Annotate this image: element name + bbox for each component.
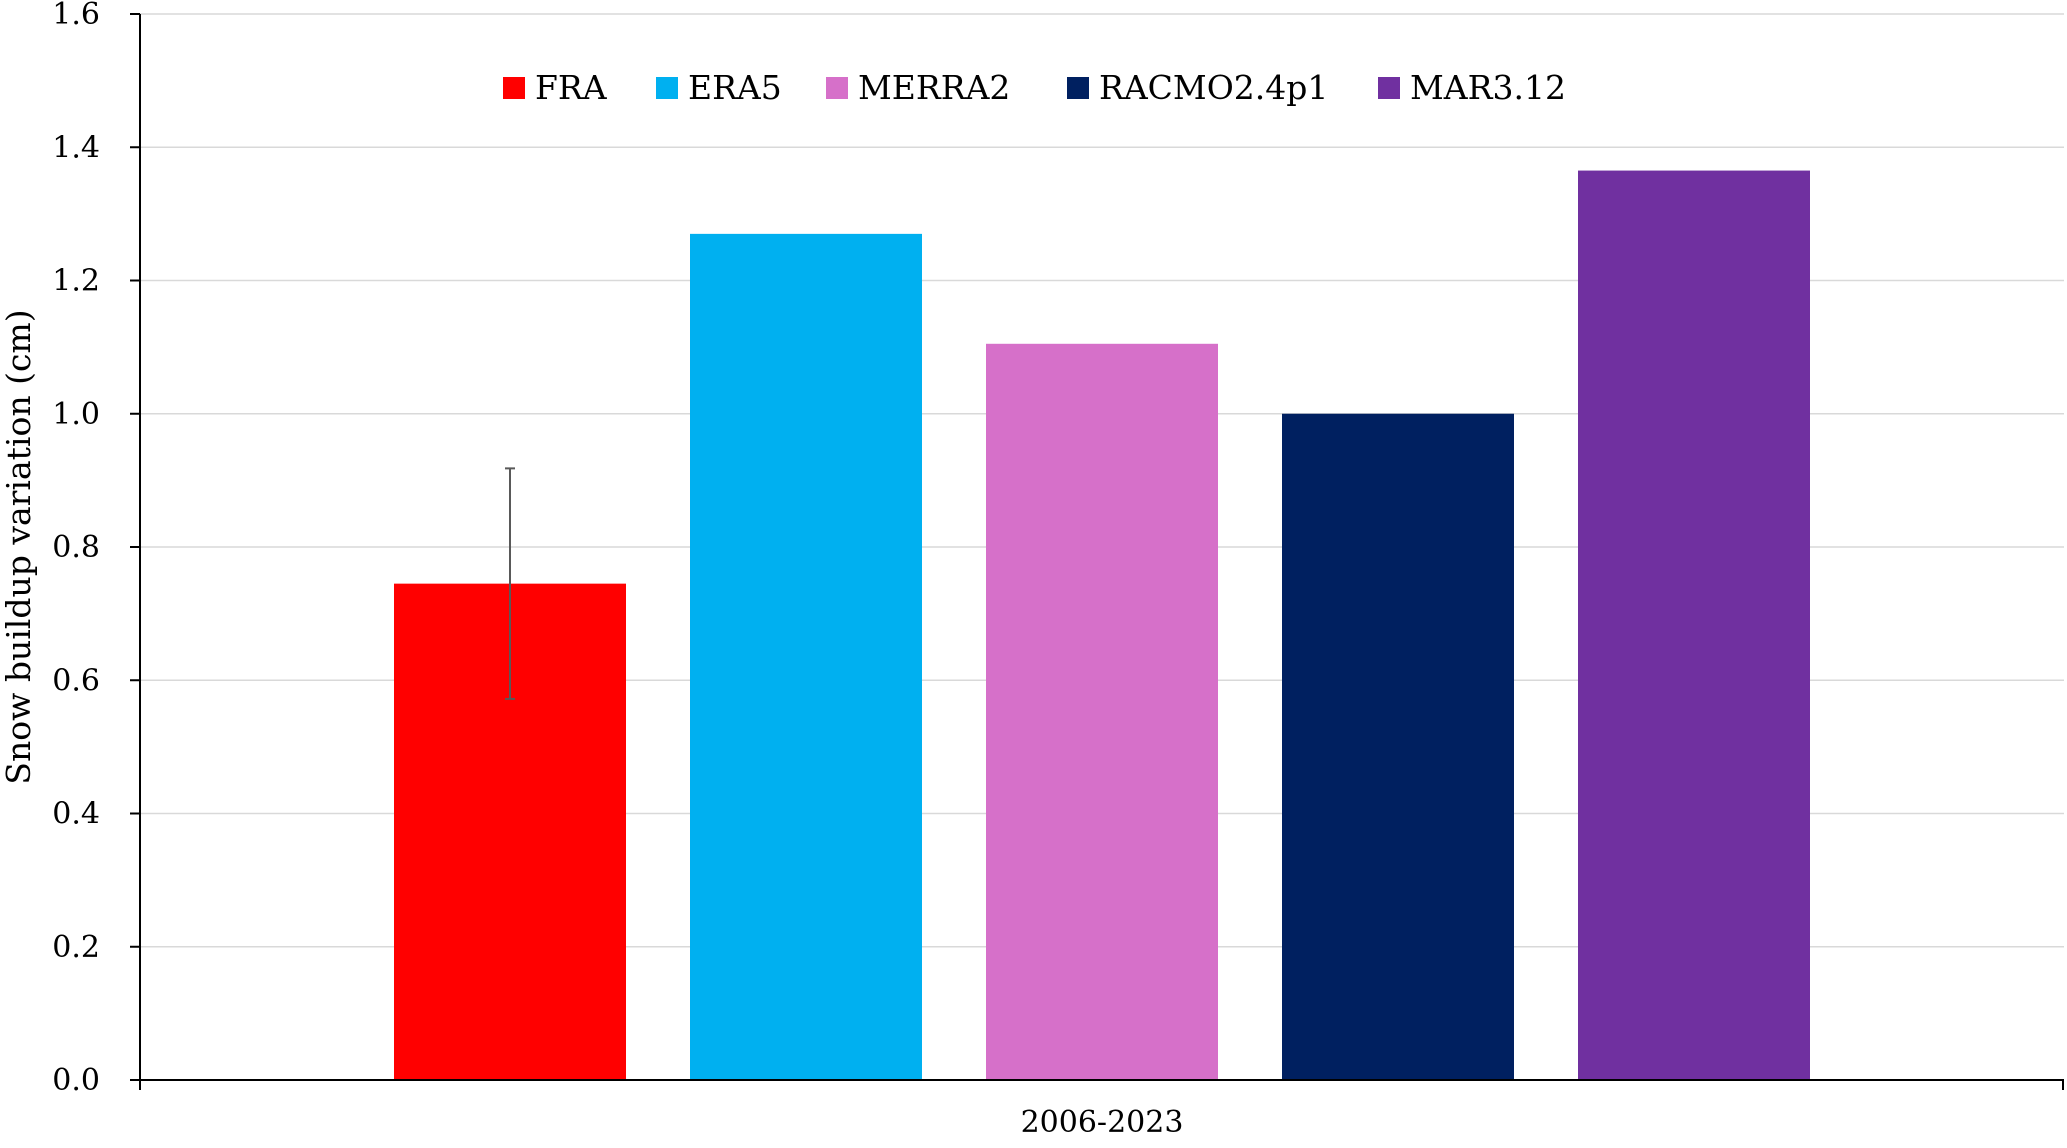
y-tick-label: 1.6 <box>52 0 100 32</box>
bar-merra2 <box>986 343 1218 1080</box>
y-tick-label: 0.2 <box>52 930 100 965</box>
legend-swatch <box>1067 77 1089 99</box>
legend-swatch <box>656 77 678 99</box>
legend-label: MAR3.12 <box>1410 68 1566 107</box>
legend-swatch <box>503 77 525 99</box>
legend-label: ERA5 <box>688 68 782 107</box>
x-categories: 2006-2023 <box>1021 1105 1184 1140</box>
y-tick-label: 1.4 <box>52 130 100 165</box>
legend-label: RACMO2.4p1 <box>1099 68 1328 107</box>
error-bars <box>505 467 515 700</box>
x-category-label: 2006-2023 <box>1021 1105 1184 1140</box>
y-tick-label: 1.2 <box>52 264 100 299</box>
legend-swatch <box>1378 77 1400 99</box>
bars <box>394 170 1810 1081</box>
y-tick-label: 0.0 <box>52 1063 100 1098</box>
bar-racmo2-4p1 <box>1282 413 1514 1080</box>
bar-era5 <box>690 233 922 1081</box>
legend-swatch <box>826 77 848 99</box>
y-tick-label: 0.6 <box>52 663 100 698</box>
y-tick-label: 0.8 <box>52 530 100 565</box>
bar-mar3-12 <box>1578 170 1810 1081</box>
legend: FRA ERA5 MERRA2 RACMO2.4p1 MAR3.12 <box>503 68 1566 107</box>
legend-label: MERRA2 <box>858 68 1010 107</box>
y-tick-label: 1.0 <box>52 397 100 432</box>
y-tick-label: 0.4 <box>52 797 100 832</box>
y-axis-title: Snow buildup variation (cm) <box>0 309 38 784</box>
y-ticks: 0.0 0.2 0.4 0.6 0.8 1.0 1.2 1.4 1.6 <box>52 0 2064 1098</box>
legend-label: FRA <box>535 68 608 107</box>
